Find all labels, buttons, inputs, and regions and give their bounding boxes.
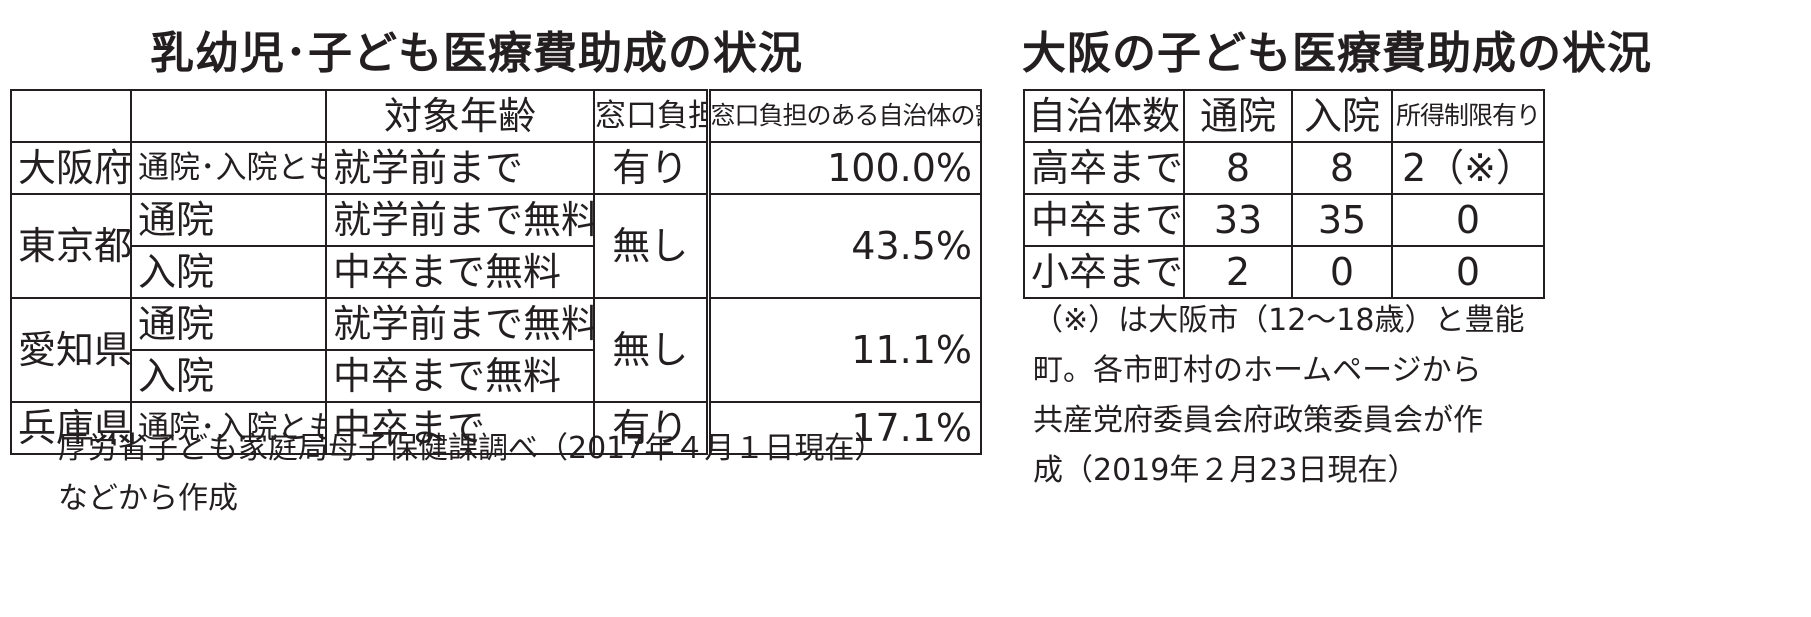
children-medical-subsidy-table: 対象年齢 窓口負担 窓口負担のある自治体の割合 大阪府 通院･入院とも 就学前ま… — [10, 89, 982, 455]
header-copay: 窓口負担 — [593, 89, 709, 143]
right-table-title: 大阪の子ども医療費助成の状況 — [1022, 28, 1652, 79]
header-municipalities: 自治体数 — [1023, 89, 1185, 143]
rate-cell: 43.5% — [705, 193, 982, 299]
header-target-age: 対象年齢 — [325, 89, 595, 143]
header-copay-rate: 窓口負担のある自治体の割合 — [705, 89, 982, 143]
income-limit-count: 0 — [1391, 245, 1545, 299]
copay-cell: 有り — [593, 401, 709, 455]
copay-cell: 有り — [593, 141, 709, 195]
inpatient-count: 0 — [1291, 245, 1393, 299]
category-cell: 入院 — [130, 245, 327, 299]
right-note-line3: 共産党府委員会府政策委員会が作 — [1033, 403, 1483, 438]
header-inpatient: 入院 — [1291, 89, 1393, 143]
table-row: 大阪府 通院･入院とも 就学前まで 有り 100.0% — [10, 141, 982, 195]
copay-cell: 無し — [593, 297, 709, 403]
row-label: 中卒まで — [1023, 193, 1185, 247]
rate-cell: 17.1% — [705, 401, 982, 455]
inpatient-count: 35 — [1291, 193, 1393, 247]
row-label: 小卒まで — [1023, 245, 1185, 299]
header-cell — [10, 89, 132, 143]
category-cell: 通院･入院とも — [130, 141, 327, 195]
rate-cell: 11.1% — [705, 297, 982, 403]
age-cell: 中卒まで — [325, 401, 595, 455]
table-header-row: 対象年齢 窓口負担 窓口負担のある自治体の割合 — [10, 89, 982, 143]
age-cell: 就学前まで — [325, 141, 595, 195]
right-note-line2: 町。各市町村のホームページから — [1033, 353, 1482, 388]
osaka-subsidy-table: 自治体数 通院 入院 所得制限有り 高卒まで 8 8 2（※） 中卒まで 33 … — [1023, 89, 1545, 299]
left-source-note-line2: などから作成 — [58, 481, 238, 516]
right-note-line4: 成（2019年２月23日現在） — [1033, 453, 1418, 488]
income-limit-count: 0 — [1391, 193, 1545, 247]
outpatient-count: 8 — [1183, 141, 1293, 195]
table-row: 兵庫県 通院･入院とも 中卒まで 有り 17.1% — [10, 401, 982, 455]
copay-cell: 無し — [593, 193, 709, 299]
age-cell: 就学前まで無料 — [325, 193, 595, 247]
outpatient-count: 33 — [1183, 193, 1293, 247]
table-row: 愛知県 通院 就学前まで無料 無し 11.1% — [10, 297, 982, 403]
inpatient-count: 8 — [1291, 141, 1393, 195]
prefecture-cell: 大阪府 — [10, 141, 132, 195]
age-cell: 中卒まで無料 — [325, 245, 595, 299]
outpatient-count: 2 — [1183, 245, 1293, 299]
table-row: 高卒まで 8 8 2（※） — [1023, 141, 1545, 195]
category-cell: 通院 — [130, 297, 327, 351]
table-row: 小卒まで 2 0 0 — [1023, 245, 1545, 299]
header-income-limit: 所得制限有り — [1391, 89, 1545, 143]
prefecture-cell: 兵庫県 — [10, 401, 132, 455]
right-note-line1: （※）は大阪市（12～18歳）と豊能 — [1033, 303, 1525, 338]
prefecture-cell: 愛知県 — [10, 297, 132, 403]
prefecture-cell: 東京都 — [10, 193, 132, 299]
table-row: 中卒まで 33 35 0 — [1023, 193, 1545, 247]
category-cell: 入院 — [130, 349, 327, 403]
age-cell: 就学前まで無料 — [325, 297, 595, 351]
income-limit-count: 2（※） — [1391, 141, 1545, 195]
header-outpatient: 通院 — [1183, 89, 1293, 143]
table-header-row: 自治体数 通院 入院 所得制限有り — [1023, 89, 1545, 143]
left-source-note-line1: 厚労省子ども家庭局母子保健課調べ（2017年４月１日現在） — [58, 431, 885, 466]
category-cell: 通院･入院とも — [130, 401, 327, 455]
table-row: 入院 中卒まで無料 — [11, 245, 981, 299]
left-table-title: 乳幼児･子ども医療費助成の状況 — [150, 28, 803, 79]
age-cell: 中卒まで無料 — [325, 349, 595, 403]
row-label: 高卒まで — [1023, 141, 1185, 195]
table-row: 入院 中卒まで無料 — [11, 349, 981, 403]
category-cell: 通院 — [130, 193, 327, 247]
rate-cell: 100.0% — [705, 141, 982, 195]
table-row: 東京都 通院 就学前まで無料 無し 43.5% — [10, 193, 982, 299]
header-cell — [130, 89, 327, 143]
